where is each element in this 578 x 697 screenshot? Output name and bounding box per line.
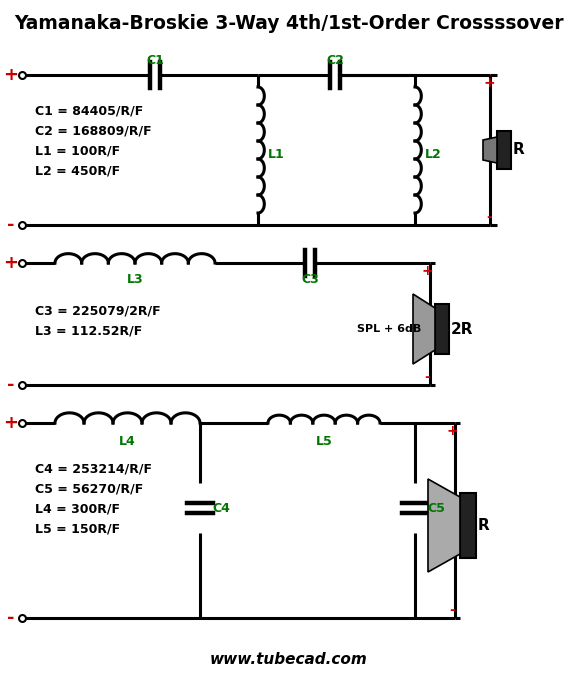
Text: C4: C4 xyxy=(212,502,230,514)
Text: -: - xyxy=(449,603,455,617)
Text: L4: L4 xyxy=(119,435,136,448)
Text: -: - xyxy=(486,210,492,224)
Text: L3: L3 xyxy=(127,273,143,286)
Text: L3 = 112.52R/F: L3 = 112.52R/F xyxy=(35,325,142,338)
Text: SPL + 6dB: SPL + 6dB xyxy=(357,324,421,334)
Text: R: R xyxy=(513,142,525,158)
Polygon shape xyxy=(413,294,435,364)
Text: -: - xyxy=(8,216,15,234)
Text: L5 = 150R/F: L5 = 150R/F xyxy=(35,523,120,536)
Text: C5 = 56270/R/F: C5 = 56270/R/F xyxy=(35,483,143,496)
Text: L1 = 100R/F: L1 = 100R/F xyxy=(35,145,120,158)
Text: L1: L1 xyxy=(268,148,285,162)
Bar xyxy=(497,131,511,169)
Text: -: - xyxy=(424,370,430,384)
Bar xyxy=(460,493,476,558)
Text: C1: C1 xyxy=(146,54,164,67)
Text: C3 = 225079/2R/F: C3 = 225079/2R/F xyxy=(35,305,161,318)
Text: C3: C3 xyxy=(301,273,319,286)
Text: -: - xyxy=(8,609,15,627)
Text: C1 = 84405/R/F: C1 = 84405/R/F xyxy=(35,105,143,118)
Text: R: R xyxy=(478,518,490,533)
Text: L2: L2 xyxy=(425,148,442,162)
Text: Yamanaka-Broskie 3-Way 4th/1st-Order Crossssover: Yamanaka-Broskie 3-Way 4th/1st-Order Cro… xyxy=(14,14,564,33)
Text: C2 = 168809/R/F: C2 = 168809/R/F xyxy=(35,125,151,138)
Text: +: + xyxy=(3,414,18,432)
Text: www.tubecad.com: www.tubecad.com xyxy=(210,652,368,668)
Text: C4 = 253214/R/F: C4 = 253214/R/F xyxy=(35,463,152,476)
Polygon shape xyxy=(428,479,460,572)
Text: L5: L5 xyxy=(316,435,332,448)
Text: 2R: 2R xyxy=(451,321,473,337)
Text: C2: C2 xyxy=(326,54,344,67)
Text: +: + xyxy=(421,264,433,278)
Text: -: - xyxy=(8,376,15,394)
Text: C5: C5 xyxy=(427,502,445,514)
Bar xyxy=(435,304,449,354)
Text: +: + xyxy=(3,66,18,84)
Text: L2 = 450R/F: L2 = 450R/F xyxy=(35,165,120,178)
Text: +: + xyxy=(3,254,18,272)
Text: +: + xyxy=(446,424,458,438)
Text: L4 = 300R/F: L4 = 300R/F xyxy=(35,503,120,516)
Text: +: + xyxy=(483,76,495,90)
Polygon shape xyxy=(483,137,497,163)
